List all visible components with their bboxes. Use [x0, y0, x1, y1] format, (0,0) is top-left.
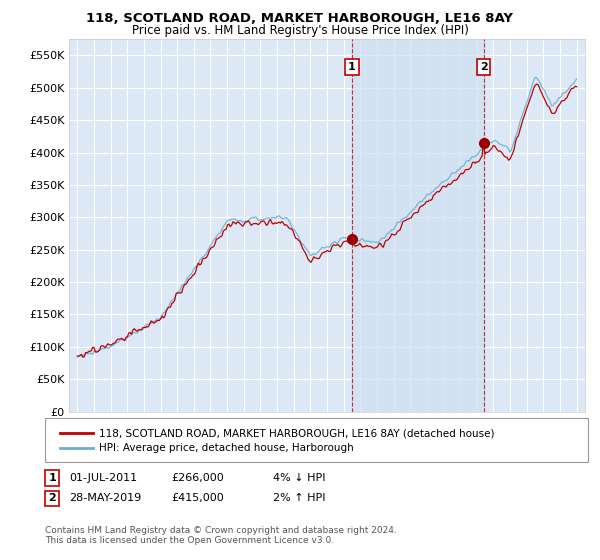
- Text: Contains HM Land Registry data © Crown copyright and database right 2024.: Contains HM Land Registry data © Crown c…: [45, 526, 397, 535]
- Text: Price paid vs. HM Land Registry's House Price Index (HPI): Price paid vs. HM Land Registry's House …: [131, 24, 469, 36]
- Text: 01-JUL-2011: 01-JUL-2011: [69, 473, 137, 483]
- Text: 28-MAY-2019: 28-MAY-2019: [69, 493, 141, 503]
- Bar: [352, 39, 484, 412]
- Text: 2: 2: [49, 493, 56, 503]
- Text: 1: 1: [348, 62, 356, 72]
- Text: £415,000: £415,000: [171, 493, 224, 503]
- Text: 2% ↑ HPI: 2% ↑ HPI: [273, 493, 325, 503]
- Text: HPI: Average price, detached house, Harborough: HPI: Average price, detached house, Harb…: [99, 443, 354, 453]
- Text: 1: 1: [49, 473, 56, 483]
- Text: £266,000: £266,000: [171, 473, 224, 483]
- Text: 118, SCOTLAND ROAD, MARKET HARBOROUGH, LE16 8AY (detached house): 118, SCOTLAND ROAD, MARKET HARBOROUGH, L…: [99, 428, 494, 438]
- Text: 2: 2: [480, 62, 488, 72]
- Text: This data is licensed under the Open Government Licence v3.0.: This data is licensed under the Open Gov…: [45, 536, 334, 545]
- Text: 118, SCOTLAND ROAD, MARKET HARBOROUGH, LE16 8AY: 118, SCOTLAND ROAD, MARKET HARBOROUGH, L…: [86, 12, 514, 25]
- Text: 4% ↓ HPI: 4% ↓ HPI: [273, 473, 325, 483]
